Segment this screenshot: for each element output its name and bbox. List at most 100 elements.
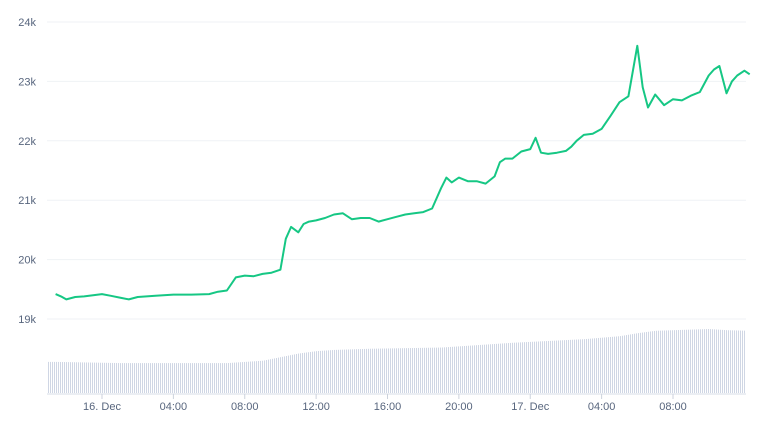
volume-bar [124, 363, 125, 393]
volume-bar [324, 350, 325, 393]
volume-bar [728, 330, 729, 393]
volume-bar [364, 348, 365, 393]
volume-bar [282, 356, 283, 393]
volume-bar [472, 345, 473, 393]
volume-bar [320, 350, 321, 393]
volume-bar [448, 347, 449, 393]
volume-bar [118, 363, 119, 393]
volume-bar [402, 348, 403, 393]
volume-bar [542, 341, 543, 393]
y-tick-label: 23k [18, 76, 36, 88]
volume-bar [532, 341, 533, 393]
volume-bar [546, 341, 547, 393]
volume-bar [274, 358, 275, 393]
volume-bar [450, 346, 451, 393]
volume-bar [212, 363, 213, 393]
volume-bar [638, 333, 639, 393]
x-tick-label: 16:00 [374, 401, 402, 413]
volume-bar [734, 330, 735, 393]
volume-bar [152, 363, 153, 393]
volume-bar [58, 361, 59, 393]
volume-bar [658, 330, 659, 393]
volume-bar [594, 338, 595, 393]
volume-bar [556, 340, 557, 393]
volume-bar [158, 363, 159, 393]
volume-bar [138, 363, 139, 393]
volume-bar [720, 329, 721, 393]
volume-bar [102, 362, 103, 393]
volume-bar [168, 363, 169, 393]
volume-bar [88, 362, 89, 393]
volume-bar [278, 357, 279, 393]
volume-bar [676, 330, 677, 393]
volume-bar [464, 346, 465, 393]
volume-bar [114, 362, 115, 393]
volume-bar [142, 363, 143, 393]
volume-bar [688, 329, 689, 393]
volume-bar [572, 339, 573, 393]
volume-bar [126, 363, 127, 393]
volume-bar [722, 329, 723, 393]
volume-bar [384, 348, 385, 393]
volume-bar [92, 362, 93, 393]
grid-layer [47, 21, 746, 320]
volume-bar [582, 339, 583, 393]
volume-bar [652, 331, 653, 393]
volume-bar [304, 352, 305, 393]
volume-bar [632, 334, 633, 393]
volume-bar [624, 335, 625, 393]
volume-bar [86, 362, 87, 393]
volume-bar [366, 348, 367, 393]
volume-bar [580, 339, 581, 393]
volume-bar [236, 362, 237, 393]
volume-bar [284, 356, 285, 393]
volume-bar [72, 362, 73, 393]
volume-bar [666, 330, 667, 393]
volume-bar [354, 349, 355, 393]
volume-bar [60, 361, 61, 393]
volume-bar [596, 338, 597, 393]
volume-bar [680, 329, 681, 393]
volume-bar [550, 340, 551, 393]
volume-bar [742, 330, 743, 393]
volume-bar [76, 362, 77, 393]
volume-bar [82, 362, 83, 393]
volume-bar [338, 349, 339, 393]
volume-bar [372, 348, 373, 393]
volume-bar [306, 352, 307, 393]
volume-bar [564, 340, 565, 393]
volume-bar [622, 335, 623, 393]
volume-bar [386, 348, 387, 393]
volume-bar [626, 335, 627, 393]
volume-bar [392, 348, 393, 393]
volume-bar [554, 340, 555, 393]
volume-bar [174, 363, 175, 393]
volume-bar [66, 362, 67, 393]
volume-bar [198, 363, 199, 393]
volume-bar [234, 362, 235, 393]
volume-bar [628, 334, 629, 393]
volume-bar [80, 362, 81, 393]
volume-bar [476, 345, 477, 393]
x-tick-label: 08:00 [231, 401, 259, 413]
volume-bar [524, 342, 525, 393]
volume-bar [682, 329, 683, 393]
volume-bar [188, 363, 189, 393]
volume-bar [248, 361, 249, 393]
volume-bar [684, 329, 685, 393]
volume-bar [112, 362, 113, 393]
volume-bar [674, 330, 675, 393]
volume-bar [662, 330, 663, 393]
volume-bar [120, 363, 121, 393]
volume-bar [50, 361, 51, 393]
y-tick-label: 22k [18, 136, 36, 148]
volume-bar [456, 346, 457, 393]
volume-bar [618, 336, 619, 393]
volume-bar [172, 363, 173, 393]
volume-bar [602, 337, 603, 393]
volume-bar [744, 330, 745, 393]
volume-bar [454, 346, 455, 393]
volume-bar [360, 349, 361, 393]
volume-bar [196, 363, 197, 393]
